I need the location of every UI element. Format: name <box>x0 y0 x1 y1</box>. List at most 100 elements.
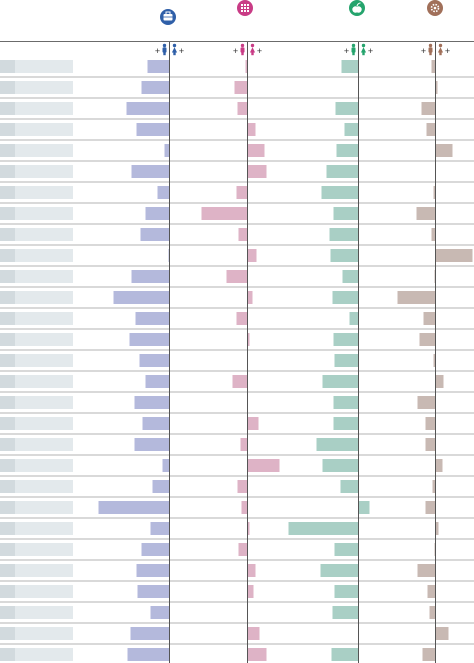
table-row <box>0 438 474 456</box>
bar <box>427 585 436 598</box>
row-label-placeholder <box>15 627 73 640</box>
table-row <box>0 249 474 267</box>
row-label-placeholder <box>0 60 15 73</box>
bar <box>336 144 359 157</box>
row-label-placeholder <box>15 648 73 661</box>
bar <box>417 564 436 577</box>
row-label-placeholder <box>15 585 73 598</box>
bar <box>247 417 259 430</box>
table-row <box>0 522 474 540</box>
row-label-placeholder <box>15 165 73 178</box>
gender-legend-1: + + <box>155 43 184 56</box>
bar <box>240 438 248 451</box>
bar <box>135 312 170 325</box>
bar <box>435 81 438 94</box>
bar <box>145 375 170 388</box>
bar <box>241 501 248 514</box>
bar <box>334 585 359 598</box>
bar <box>247 585 254 598</box>
plus-sign: + <box>421 46 426 56</box>
row-label-placeholder <box>0 291 15 304</box>
bar <box>331 648 359 661</box>
bar <box>131 165 170 178</box>
bar <box>431 60 436 73</box>
bar <box>322 375 359 388</box>
bar <box>321 186 359 199</box>
bar <box>157 186 170 199</box>
bar <box>98 501 170 514</box>
table-row <box>0 333 474 351</box>
bar <box>334 543 359 556</box>
male-icon <box>240 43 245 56</box>
apple-icon <box>349 0 365 16</box>
bar <box>140 228 170 241</box>
plus-sign: + <box>179 46 184 56</box>
bar <box>142 417 170 430</box>
bar <box>419 333 436 346</box>
table-row <box>0 354 474 372</box>
plus-sign: + <box>445 46 450 56</box>
bar <box>136 564 170 577</box>
row-label-placeholder <box>0 102 15 115</box>
row-label-placeholder <box>15 375 73 388</box>
header <box>0 0 474 42</box>
bar <box>134 396 170 409</box>
table-row <box>0 60 474 78</box>
row-label-placeholder <box>0 207 15 220</box>
bar <box>226 270 248 283</box>
bar <box>326 165 359 178</box>
female-icon <box>171 43 178 56</box>
bar <box>358 501 370 514</box>
table-row <box>0 81 474 99</box>
bar <box>136 123 170 136</box>
table-row <box>0 459 474 477</box>
row-label-placeholder <box>0 270 15 283</box>
row-label-placeholder <box>15 207 73 220</box>
bar <box>150 606 170 619</box>
row-label-placeholder <box>0 627 15 640</box>
bar <box>344 123 359 136</box>
row-label-placeholder <box>15 291 73 304</box>
bar <box>435 459 443 472</box>
bar <box>426 123 436 136</box>
row-label-placeholder <box>0 312 15 325</box>
row-label-placeholder <box>15 354 73 367</box>
bar <box>236 312 248 325</box>
bar <box>245 60 248 73</box>
bar <box>247 249 257 262</box>
bar <box>247 333 250 346</box>
bar <box>238 543 248 556</box>
table-row <box>0 123 474 141</box>
row-label-placeholder <box>15 81 73 94</box>
bar <box>247 144 265 157</box>
table-row <box>0 270 474 288</box>
grid-icon <box>237 0 253 16</box>
bar <box>422 648 436 661</box>
bar <box>417 396 436 409</box>
bar <box>247 564 256 577</box>
plus-sign: + <box>368 46 373 56</box>
bar <box>435 144 453 157</box>
plus-sign: + <box>155 46 160 56</box>
bar <box>237 102 248 115</box>
bar <box>332 291 359 304</box>
bar <box>429 606 436 619</box>
bar <box>130 627 170 640</box>
row-label-placeholder <box>15 144 73 157</box>
axes <box>169 42 436 663</box>
bar <box>342 270 359 283</box>
bar <box>247 165 267 178</box>
row-label-placeholder <box>0 123 15 136</box>
row-label-placeholder <box>0 648 15 661</box>
rows <box>0 60 474 661</box>
bar <box>423 312 436 325</box>
row-label-placeholder <box>0 417 15 430</box>
row-label-placeholder <box>0 585 15 598</box>
row-label-placeholder <box>15 228 73 241</box>
male-icon <box>351 43 356 56</box>
row-label-placeholder <box>15 480 73 493</box>
row-label-placeholder <box>0 375 15 388</box>
bar <box>334 354 359 367</box>
table-row <box>0 501 474 519</box>
row-label-placeholder <box>0 333 15 346</box>
